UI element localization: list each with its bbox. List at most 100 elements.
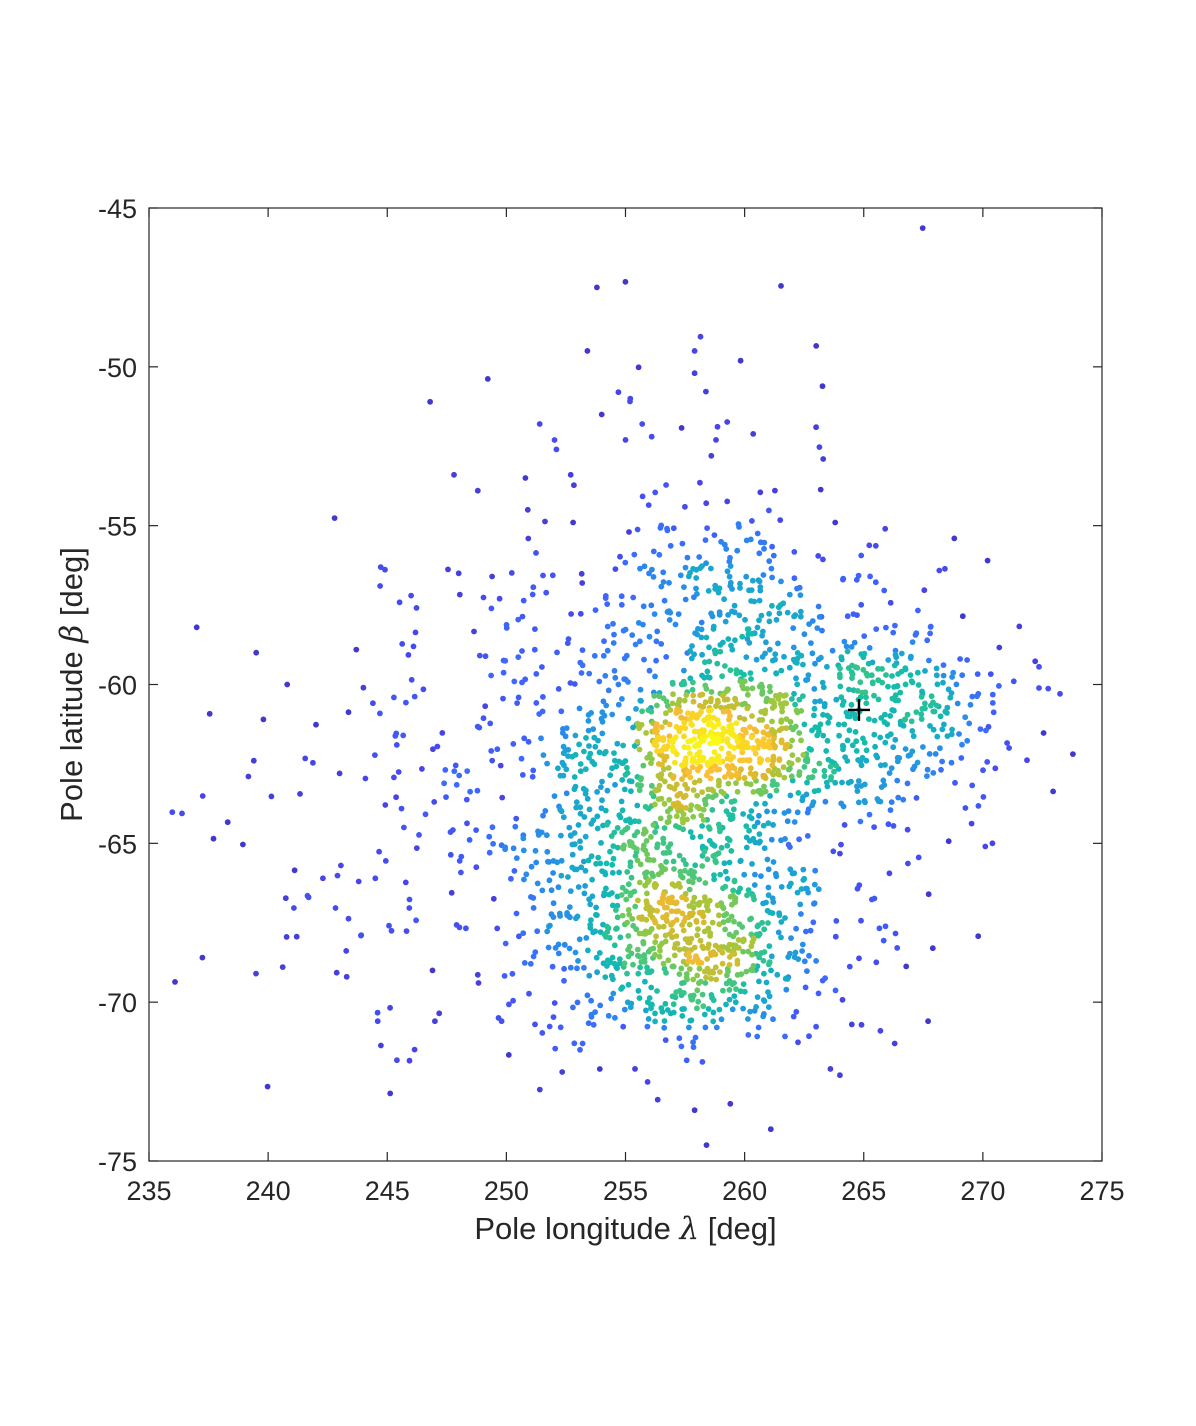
scatter-point <box>653 882 659 888</box>
scatter-point <box>466 837 473 843</box>
scatter-point <box>980 794 987 800</box>
scatter-point <box>534 880 541 887</box>
scatter-point <box>729 586 735 592</box>
scatter-point <box>822 798 829 805</box>
scatter-point <box>815 553 822 559</box>
scatter-point <box>813 424 819 431</box>
scatter-point <box>336 770 343 777</box>
scatter-point <box>604 601 611 607</box>
scatter-point <box>637 565 643 572</box>
scatter-point <box>760 822 767 829</box>
scatter-point <box>968 820 975 827</box>
scatter-point <box>825 719 832 726</box>
scatter-point <box>866 542 873 549</box>
scatter-point <box>530 953 537 960</box>
scatter-point <box>527 960 534 967</box>
scatter-point <box>730 887 737 894</box>
scatter-point <box>646 633 653 640</box>
scatter-point <box>752 750 759 757</box>
scatter-point <box>829 647 836 654</box>
scatter-point <box>653 721 660 728</box>
scatter-point <box>705 941 712 948</box>
scatter-point <box>909 679 916 686</box>
scatter-point <box>838 841 844 848</box>
scatter-point <box>632 1066 638 1072</box>
scatter-point <box>798 652 805 659</box>
scatter-point <box>779 704 785 711</box>
scatter-point <box>751 823 758 830</box>
scatter-point <box>622 278 629 285</box>
scatter-point <box>867 573 873 580</box>
scatter-point <box>719 949 726 956</box>
scatter-point <box>343 973 350 980</box>
scatter-point <box>593 911 599 918</box>
scatter-point <box>603 934 609 940</box>
scatter-point <box>796 772 803 778</box>
scatter-point <box>698 738 705 745</box>
scatter-point <box>725 917 732 924</box>
scatter-point <box>683 861 689 868</box>
scatter-point <box>514 700 520 706</box>
scatter-point <box>696 876 703 883</box>
scatter-point <box>887 599 894 606</box>
scatter-point <box>694 631 701 638</box>
scatter-point <box>693 575 700 581</box>
scatter-point <box>833 696 840 703</box>
scatter-point <box>612 674 619 681</box>
y-axis-label-suffix: [deg] <box>54 547 89 625</box>
scatter-point <box>631 551 638 558</box>
scatter-point <box>962 805 969 811</box>
scatter-point <box>590 1021 597 1028</box>
scatter-point <box>888 765 895 771</box>
scatter-point <box>291 867 298 874</box>
scatter-point <box>645 502 652 508</box>
scatter-point <box>513 910 520 917</box>
scatter-point <box>839 779 845 786</box>
scatter-point <box>702 980 709 986</box>
scatter-point <box>708 975 714 982</box>
scatter-point <box>646 857 653 863</box>
scatter-point <box>608 995 615 1002</box>
scatter-point <box>708 689 715 695</box>
scatter-point <box>524 506 531 513</box>
scatter-point <box>626 838 633 845</box>
scatter-point <box>640 830 647 837</box>
scatter-point <box>806 621 812 627</box>
scatter-point <box>636 879 643 886</box>
scatter-point <box>569 851 576 858</box>
scatter-point <box>770 899 777 905</box>
scatter-point <box>636 746 643 753</box>
scatter-point <box>806 745 813 752</box>
scatter-point <box>840 698 847 705</box>
scatter-point <box>714 731 721 737</box>
scatter-point <box>811 788 818 795</box>
scatter-point <box>456 924 463 931</box>
scatter-point <box>650 822 657 828</box>
scatter-point <box>666 579 672 586</box>
scatter-point <box>718 745 725 752</box>
scatter-point <box>975 933 982 940</box>
scatter-point <box>726 962 733 968</box>
scatter-point <box>947 694 954 701</box>
scatter-point <box>715 944 721 951</box>
scatter-point <box>727 1100 734 1107</box>
scatter-point <box>555 941 562 948</box>
scatter-point <box>588 917 594 923</box>
scatter-point <box>794 585 800 592</box>
scatter-point <box>673 723 680 730</box>
scatter-point <box>345 709 352 716</box>
scatter-point <box>756 741 763 747</box>
scatter-point <box>794 889 801 896</box>
scatter-point <box>761 970 767 977</box>
scatter-point <box>996 644 1003 651</box>
scatter-point <box>305 894 312 901</box>
scatter-point <box>688 802 695 809</box>
scatter-point <box>661 1024 668 1031</box>
scatter-point <box>607 772 614 779</box>
scatter-point <box>659 940 665 947</box>
scatter-point <box>827 1066 834 1072</box>
scatter-point <box>565 746 572 753</box>
scatter-point <box>502 657 509 664</box>
scatter-point <box>596 749 603 756</box>
scatter-point <box>615 701 622 708</box>
